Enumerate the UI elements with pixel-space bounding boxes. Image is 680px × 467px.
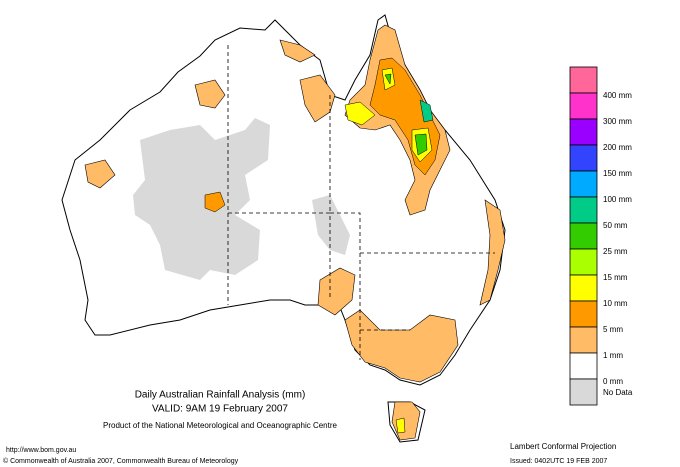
legend-label: No Data xyxy=(603,388,633,397)
projection: Lambert Conformal Projection xyxy=(510,442,616,451)
rain-area xyxy=(395,417,406,434)
legend-label: 100 mm xyxy=(603,195,632,204)
rain-area xyxy=(204,191,226,213)
caption: Daily Australian Rainfall Analysis (mm) … xyxy=(3,390,616,465)
legend-label: 300 mm xyxy=(603,117,632,126)
copyright: © Commonwealth of Australia 2007, Common… xyxy=(3,457,239,465)
legend-label: 10 mm xyxy=(603,299,628,308)
legend: 400 mm 300 mm 200 mm 150 mm 100 mm 50 mm 25 mm… xyxy=(569,66,633,406)
australia-map xyxy=(61,14,506,443)
rain-area xyxy=(479,199,506,306)
legend-label: 15 mm xyxy=(603,273,628,282)
legend-swatch xyxy=(569,66,598,94)
map-title: Daily Australian Rainfall Analysis (mm) xyxy=(135,390,306,401)
legend-swatch xyxy=(569,248,598,276)
legend-label: 5 mm xyxy=(603,325,623,334)
legend-label: 25 mm xyxy=(603,247,628,256)
issued: Issued: 0402UTC 19 FEB 2007 xyxy=(510,458,607,465)
rain-area xyxy=(344,67,433,163)
rain-area xyxy=(84,159,116,189)
legend-swatch xyxy=(569,300,598,328)
product-note: Product of the National Meteorological a… xyxy=(103,421,337,430)
rain-area xyxy=(279,39,316,63)
url: http://www.bom.gov.au xyxy=(6,447,76,454)
rain-area xyxy=(384,73,428,156)
legend-label: 1 mm xyxy=(603,351,623,360)
rain-area xyxy=(317,267,356,316)
legend-label: 400 mm xyxy=(603,91,632,100)
legend-label: 50 mm xyxy=(603,221,628,230)
rain-area xyxy=(419,99,434,123)
legend-swatch xyxy=(569,352,598,380)
legend-swatch xyxy=(569,326,598,354)
legend-label: 0 mm xyxy=(603,377,623,386)
legend-swatch xyxy=(569,222,598,250)
legend-swatch xyxy=(569,170,598,198)
legend-swatch xyxy=(569,144,598,172)
rain-area xyxy=(194,79,226,109)
legend-swatch xyxy=(569,378,598,406)
legend-swatch xyxy=(569,92,598,120)
valid-time: VALID: 9AM 19 February 2007 xyxy=(152,404,288,415)
state-border xyxy=(227,45,495,360)
no-data-area xyxy=(133,118,270,280)
legend-label: 200 mm xyxy=(603,143,632,152)
legend-swatch xyxy=(569,274,598,302)
legend-label: 150 mm xyxy=(603,169,632,178)
legend-swatch xyxy=(569,118,598,146)
legend-swatch xyxy=(569,196,598,224)
no-data-area xyxy=(312,195,350,255)
